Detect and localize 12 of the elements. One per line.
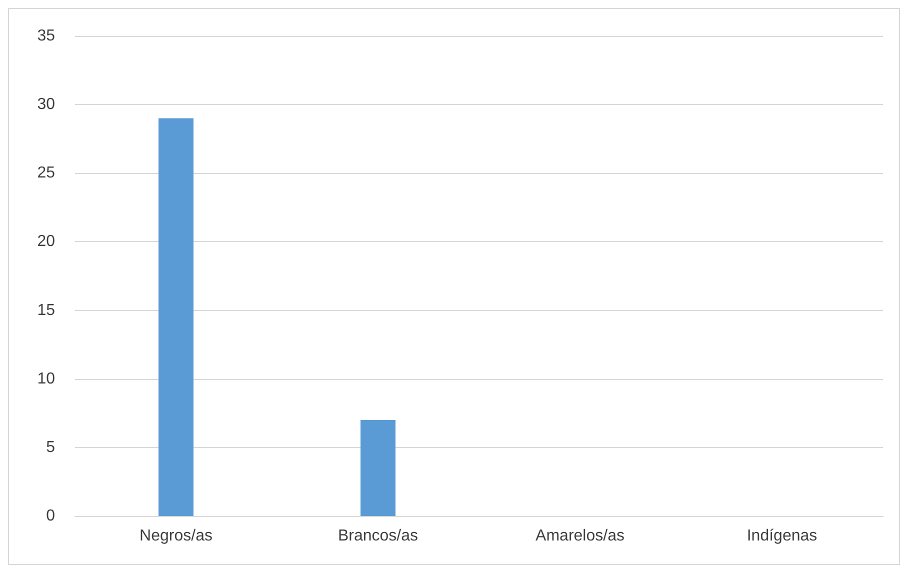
x-tick-label: Brancos/as (338, 528, 418, 544)
y-tick-label: 30 (37, 96, 56, 114)
y-tick-label: 15 (37, 302, 56, 319)
y-tick-label: 35 (37, 28, 56, 44)
y-tick-label: 10 (37, 370, 56, 388)
y-tick-label: 25 (37, 164, 56, 182)
y-tick-label: 5 (46, 438, 56, 456)
y-tick-label: 20 (37, 233, 56, 250)
x-tick-label: Amarelos/as (536, 528, 624, 544)
x-tick-label: Indígenas (746, 528, 818, 544)
x-tick-label: Negros/as (140, 528, 212, 544)
y-tick-label: 0 (46, 508, 56, 524)
